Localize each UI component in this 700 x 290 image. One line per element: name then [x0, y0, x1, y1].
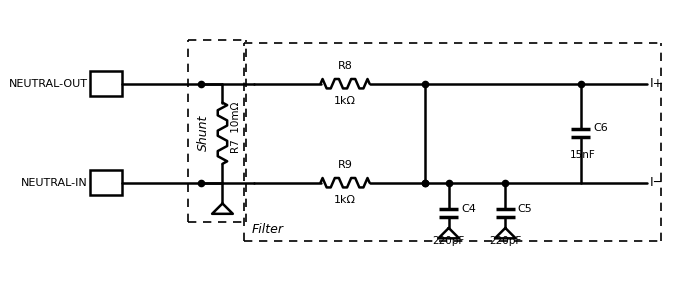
Text: R7  10mΩ: R7 10mΩ [231, 102, 241, 153]
Text: C6: C6 [593, 123, 608, 133]
Text: NEUTRAL-OUT: NEUTRAL-OUT [8, 79, 88, 89]
Text: Shunt: Shunt [197, 115, 210, 151]
Text: C5: C5 [517, 204, 532, 214]
Text: 1kΩ: 1kΩ [334, 96, 356, 106]
Bar [90, 171, 122, 195]
Text: 220pF: 220pF [489, 236, 522, 246]
Text: Filter: Filter [252, 222, 284, 235]
Text: 220pF: 220pF [433, 236, 465, 246]
Bar [90, 71, 122, 96]
Text: NEUTRAL-IN: NEUTRAL-IN [21, 178, 88, 188]
Text: C4: C4 [461, 204, 476, 214]
Text: I+: I+ [650, 77, 664, 90]
Text: 1kΩ: 1kΩ [334, 195, 356, 205]
Text: R8: R8 [337, 61, 353, 70]
Text: 15nF: 15nF [570, 150, 596, 160]
Text: I−: I− [650, 176, 664, 189]
Text: R9: R9 [337, 160, 353, 170]
